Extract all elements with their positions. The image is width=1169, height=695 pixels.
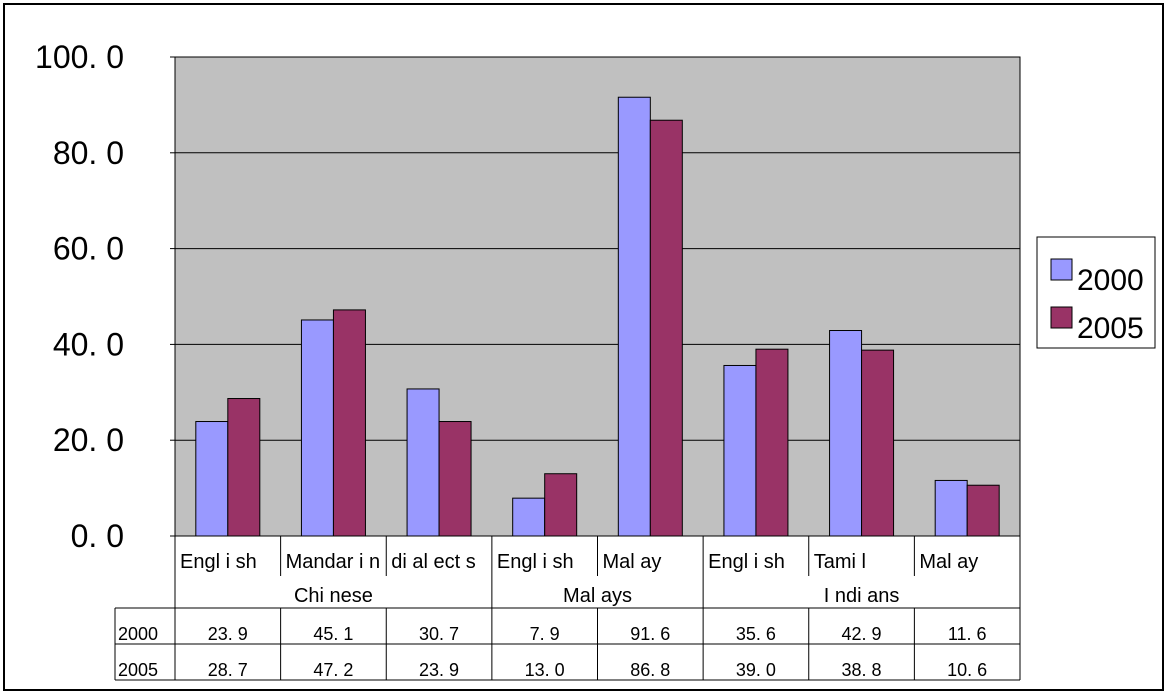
category-label: Mal ay xyxy=(919,551,978,573)
table-cell: 42. 9 xyxy=(842,624,882,644)
category-label: Tami l xyxy=(814,551,866,573)
bar-2000-1 xyxy=(300,319,334,537)
y-tick-label: 80. 0 xyxy=(53,135,124,171)
table-cell: 47. 2 xyxy=(313,660,353,680)
bar-2000-2 xyxy=(406,388,440,537)
group-label: Mal ays xyxy=(563,585,632,607)
table-cell: 11. 6 xyxy=(948,624,987,644)
legend-swatch-2000 xyxy=(1050,258,1073,281)
table-cell: 23. 9 xyxy=(208,624,248,644)
table-cell: 91. 6 xyxy=(630,624,670,644)
bar-2005-0 xyxy=(227,398,261,537)
bar-2005-5 xyxy=(755,348,789,537)
bar-2000-3 xyxy=(512,497,546,537)
legend-swatch-2005 xyxy=(1050,306,1073,329)
legend-label: 2005 xyxy=(1077,312,1144,345)
table-cell: 86. 8 xyxy=(630,660,670,680)
category-label: Mandar i n xyxy=(286,551,381,573)
table-cell: 13. 0 xyxy=(525,660,565,680)
bar-2000-6 xyxy=(829,330,863,537)
y-tick-label: 20. 0 xyxy=(53,422,124,458)
bar-2000-0 xyxy=(195,421,229,537)
bar-2005-4 xyxy=(649,119,683,537)
table-cell: 28. 7 xyxy=(208,660,248,680)
legend-label: 2000 xyxy=(1077,264,1144,297)
category-label: Mal ay xyxy=(603,551,662,573)
bar-2000-4 xyxy=(617,96,651,537)
table-cell: 30. 7 xyxy=(419,624,459,644)
bar-2005-3 xyxy=(544,473,578,537)
group-label: I ndi ans xyxy=(824,585,900,607)
y-tick-label: 100. 0 xyxy=(35,39,124,75)
y-tick-label: 0. 0 xyxy=(71,518,124,554)
category-label: di al ect s xyxy=(391,551,475,573)
table-cell: 45. 1 xyxy=(313,624,353,644)
legend-box xyxy=(1036,236,1156,349)
category-label: Engl i sh xyxy=(708,551,785,573)
group-label: Chi nese xyxy=(294,585,373,607)
table-cell: 39. 0 xyxy=(736,660,776,680)
bar-2005-6 xyxy=(861,349,895,537)
bar-2000-5 xyxy=(723,364,757,537)
bar-2005-2 xyxy=(438,421,472,537)
table-series-label: 2000 xyxy=(118,624,158,644)
y-tick-label: 40. 0 xyxy=(53,326,124,362)
table-cell: 23. 9 xyxy=(419,660,459,680)
bar-2005-7 xyxy=(966,484,1000,537)
category-label: Engl i sh xyxy=(180,551,257,573)
table-cell: 38. 8 xyxy=(842,660,882,680)
bar-2000-7 xyxy=(934,479,968,537)
table-series-label: 2005 xyxy=(118,660,158,680)
chart-frame xyxy=(3,3,1164,691)
table-cell: 7. 9 xyxy=(530,624,560,644)
bar-2005-1 xyxy=(332,309,366,537)
table-cell: 35. 6 xyxy=(736,624,776,644)
category-label: Engl i sh xyxy=(497,551,574,573)
y-tick-label: 60. 0 xyxy=(53,231,124,267)
table-cell: 10. 6 xyxy=(947,660,987,680)
